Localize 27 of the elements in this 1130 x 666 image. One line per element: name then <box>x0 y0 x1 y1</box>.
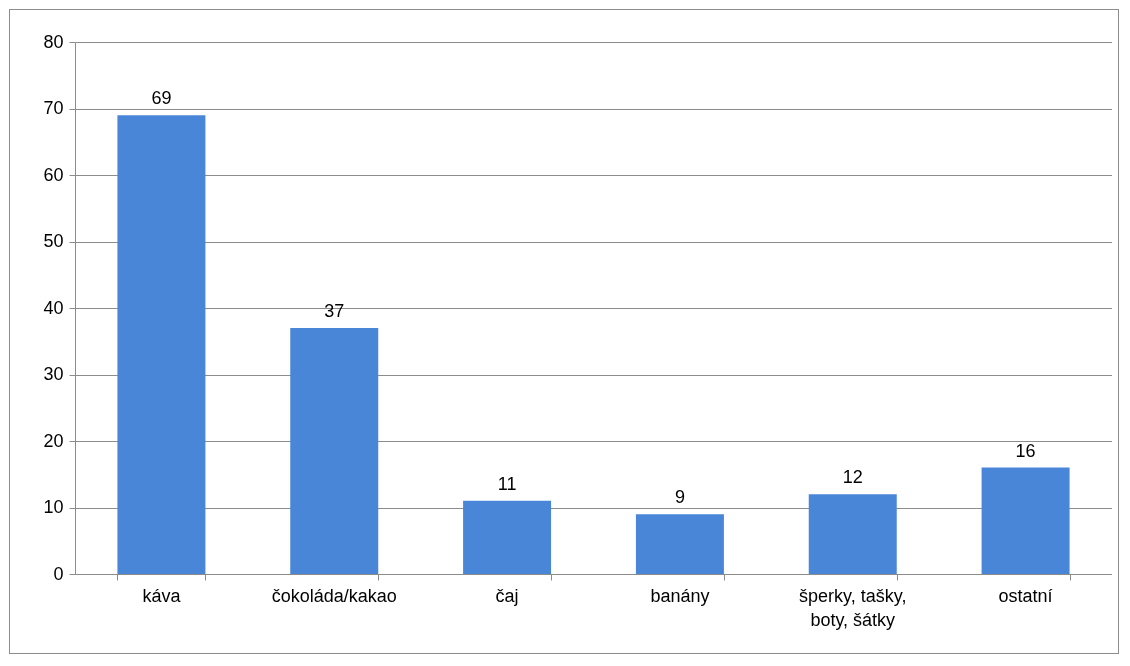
y-tick-label: 40 <box>43 297 64 318</box>
bar <box>635 514 724 574</box>
y-tick-label: 0 <box>53 563 64 584</box>
bar <box>981 467 1070 574</box>
x-tick-label: čokoláda/kakao <box>271 586 397 606</box>
y-tick-label: 80 <box>43 31 64 52</box>
x-tick-label: káva <box>142 586 182 606</box>
data-label: 9 <box>674 487 685 508</box>
x-tick-label: banány <box>650 586 710 606</box>
data-label: 69 <box>151 88 172 109</box>
bar <box>808 494 897 574</box>
x-tick-label: čaj <box>495 586 519 606</box>
x-tick-label: ostatní <box>998 586 1053 606</box>
bar <box>463 500 552 574</box>
y-tick-label: 50 <box>43 231 64 251</box>
data-label: 11 <box>497 473 517 494</box>
y-tick-label: 30 <box>43 364 64 384</box>
y-tick-label: 70 <box>43 98 64 118</box>
y-tick-label: 60 <box>43 164 64 185</box>
data-label: 12 <box>842 467 863 488</box>
y-tick-label: 10 <box>43 497 64 517</box>
data-label: 37 <box>324 300 345 321</box>
bar <box>117 115 206 574</box>
bar <box>290 327 379 574</box>
x-tick-label: šperky, tašky, boty, šátky <box>799 586 907 630</box>
data-label: 16 <box>1015 440 1036 461</box>
y-tick-label: 20 <box>43 430 64 451</box>
